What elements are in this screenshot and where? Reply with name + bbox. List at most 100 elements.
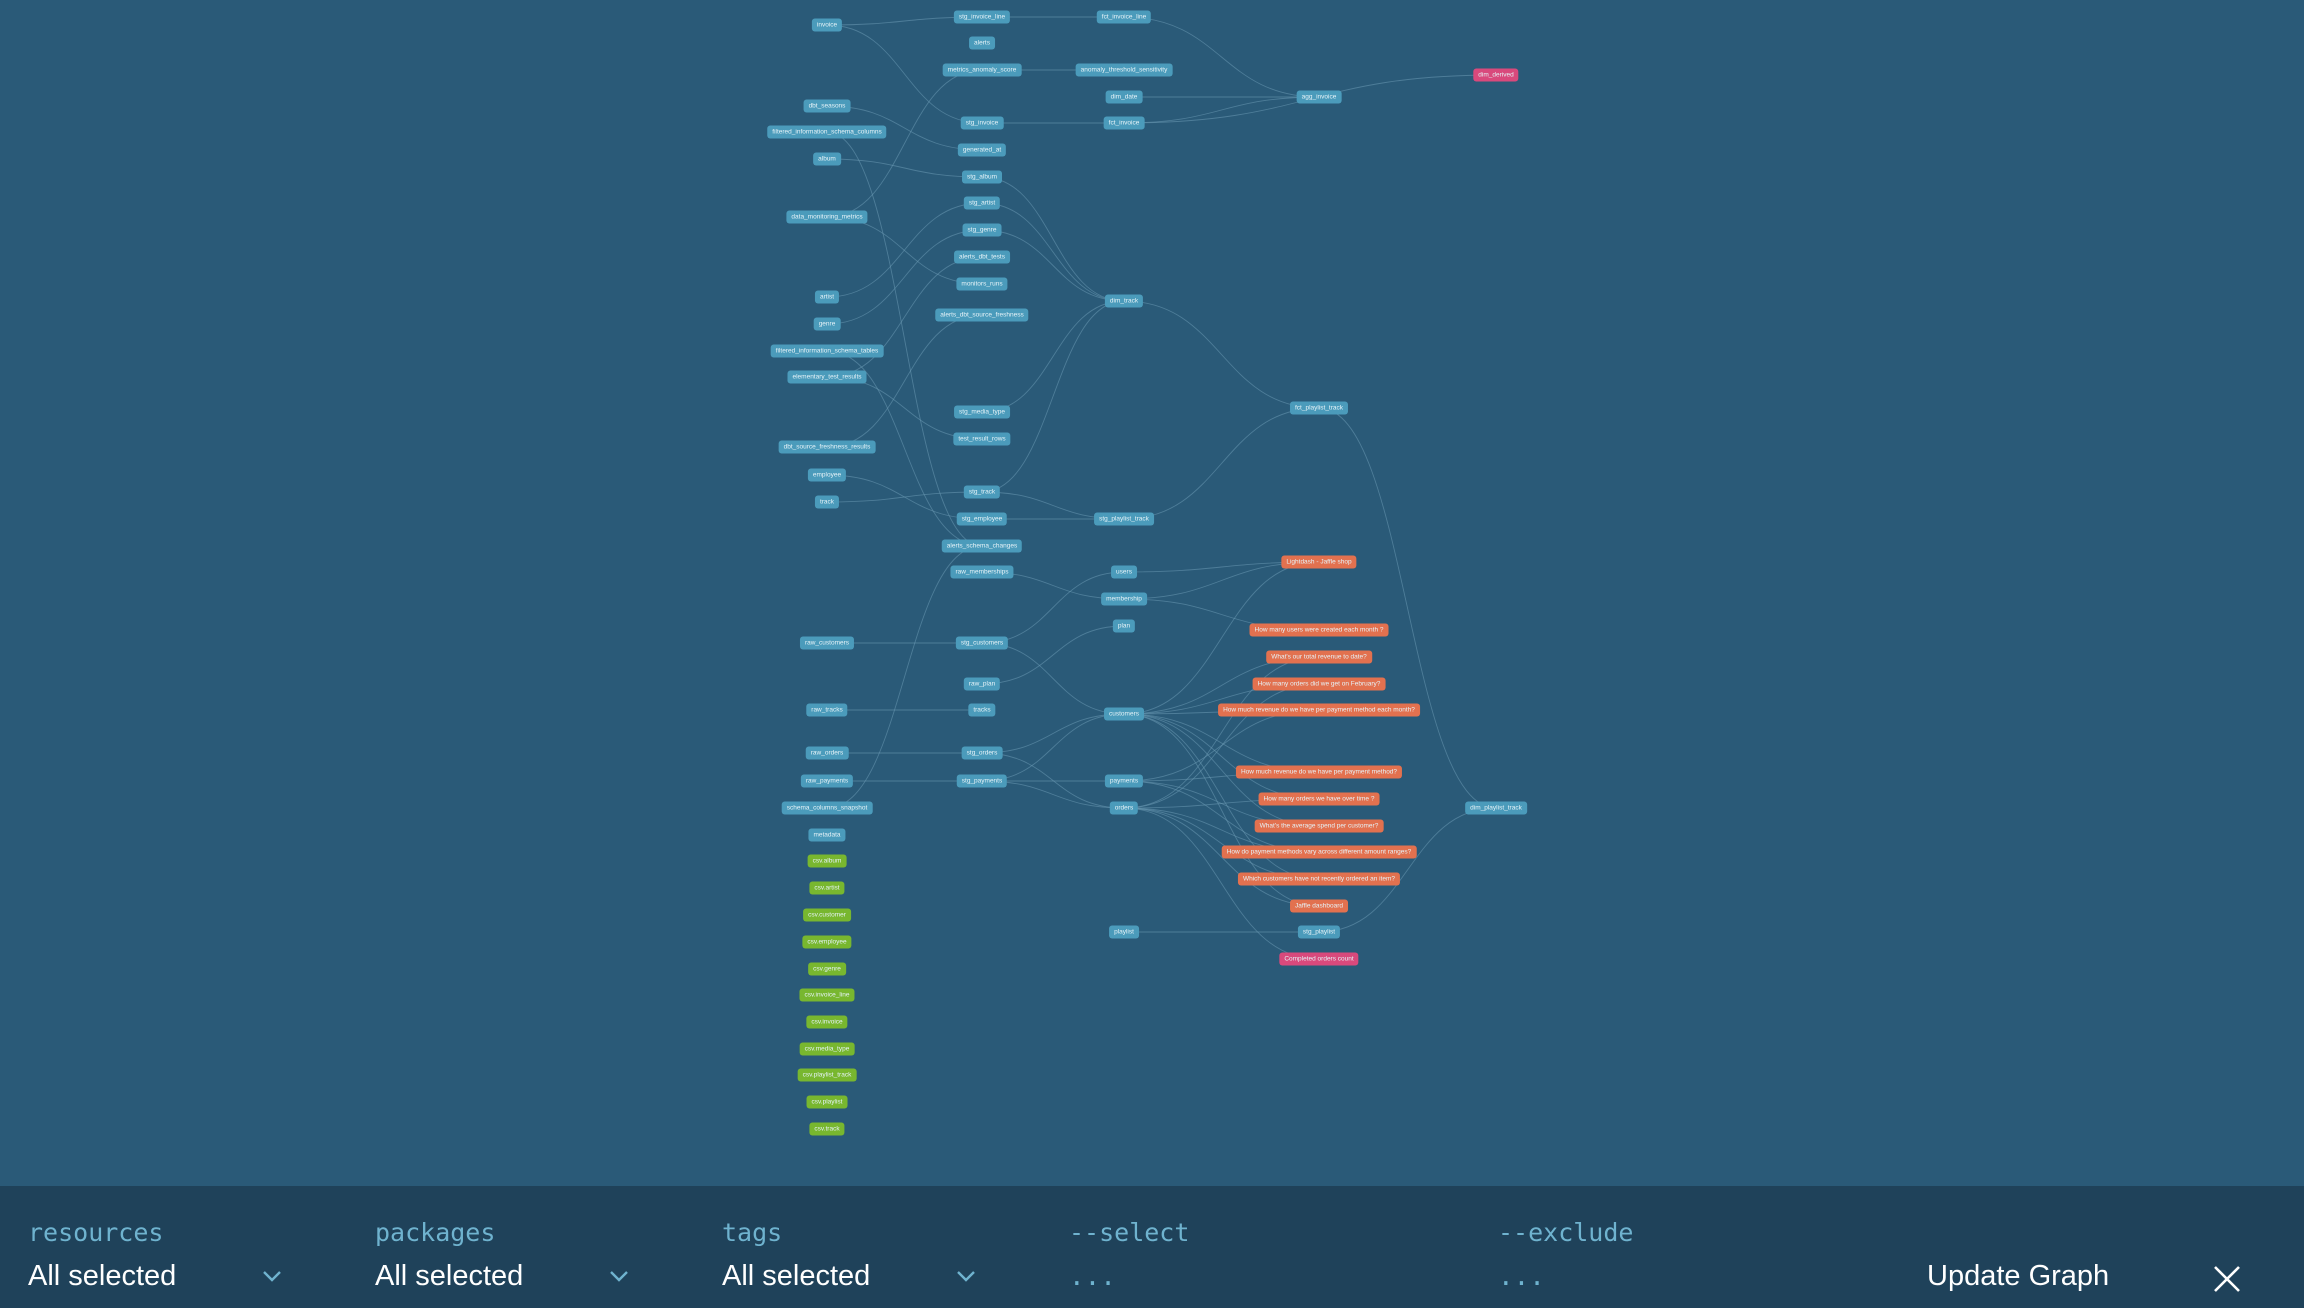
- edge-stg_orders-customers: [981, 713, 1125, 754]
- node-employee[interactable]: employee: [807, 468, 847, 482]
- node-dbt-seasons[interactable]: dbt_seasons: [803, 99, 851, 113]
- chevron-down-icon[interactable]: [607, 1264, 631, 1288]
- node-raw-orders[interactable]: raw_orders: [805, 746, 849, 760]
- node-src-playlist-track[interactable]: csv.playlist_track: [797, 1068, 857, 1082]
- node-schema-columns-snapshot[interactable]: schema_columns_snapshot: [781, 801, 873, 815]
- node-alerts-schema-changes[interactable]: alerts_schema_changes: [941, 539, 1023, 553]
- node-stg-orders[interactable]: stg_orders: [961, 746, 1003, 760]
- node-test-result-rows[interactable]: test_result_rows: [953, 432, 1011, 446]
- node-generated-at[interactable]: generated_at: [957, 143, 1007, 157]
- node-payments[interactable]: payments: [1104, 774, 1144, 788]
- node-dbt-source-freshness-results[interactable]: dbt_source_freshness_results: [778, 440, 876, 454]
- node-playlist[interactable]: playlist: [1109, 925, 1139, 939]
- node-metadata[interactable]: metadata: [808, 828, 846, 842]
- node-artist[interactable]: artist: [814, 290, 840, 304]
- node-src-invoice-line[interactable]: csv.invoice_line: [799, 988, 855, 1002]
- packages-select[interactable]: All selected: [375, 1260, 524, 1292]
- node-fct-invoice[interactable]: fct_invoice: [1103, 116, 1145, 130]
- node-filtered-information-schema-columns[interactable]: filtered_information_schema_columns: [767, 125, 887, 139]
- edge-album-stg_album: [826, 158, 983, 178]
- node-stg-media-type[interactable]: stg_media_type: [954, 405, 1010, 419]
- chevron-down-icon[interactable]: [260, 1264, 284, 1288]
- node-fct-playlist-track[interactable]: fct_playlist_track: [1289, 401, 1349, 415]
- node-genre[interactable]: genre: [813, 317, 841, 331]
- edge-invoice-stg_invoice: [826, 24, 983, 124]
- node-raw-payments[interactable]: raw_payments: [800, 774, 854, 788]
- node-agg-invoice[interactable]: agg_invoice: [1296, 90, 1342, 104]
- node-exp-jaffle[interactable]: Jaffle dashboard: [1290, 899, 1348, 913]
- edge-stg_customers-customers: [981, 642, 1125, 715]
- update-graph-button[interactable]: Update Graph: [1927, 1260, 2110, 1292]
- node-orders[interactable]: orders: [1109, 801, 1139, 815]
- node-met-completed[interactable]: Completed orders count: [1279, 952, 1359, 966]
- node-exp-q9[interactable]: Which customers have not recently ordere…: [1237, 872, 1401, 886]
- node-stg-playlist[interactable]: stg_playlist: [1297, 925, 1341, 939]
- node-alerts-dbt-tests[interactable]: alerts_dbt_tests: [954, 250, 1010, 264]
- node-stg-playlist-track[interactable]: stg_playlist_track: [1094, 512, 1154, 526]
- node-tracks[interactable]: tracks: [968, 703, 996, 717]
- node-dim-playlist-track[interactable]: dim_playlist_track: [1465, 801, 1527, 815]
- node-track[interactable]: track: [814, 495, 840, 509]
- node-filtered-information-schema-tables[interactable]: filtered_information_schema_tables: [770, 344, 884, 358]
- node-stg-payments[interactable]: stg_payments: [956, 774, 1008, 788]
- tags-select[interactable]: All selected: [722, 1260, 871, 1292]
- node-exp-lightdash[interactable]: Lightdash - Jaffle shop: [1281, 555, 1357, 569]
- node-exp-q5[interactable]: How much revenue do we have per payment …: [1235, 765, 1403, 779]
- lineage-graph[interactable]: invoice dbt_seasons filtered_information_s…: [0, 0, 2304, 1186]
- select-input[interactable]: ...: [1069, 1262, 1116, 1292]
- node-src-genre[interactable]: csv.genre: [808, 962, 846, 976]
- edge-fct_invoice_line-agg_invoice: [1123, 16, 1320, 98]
- node-stg-genre[interactable]: stg_genre: [962, 223, 1002, 237]
- node-stg-track[interactable]: stg_track: [963, 485, 1001, 499]
- node-users[interactable]: users: [1111, 565, 1137, 579]
- node-stg-artist[interactable]: stg_artist: [963, 196, 1001, 210]
- node-anomaly-threshold-sensitivity[interactable]: anomaly_threshold_sensitivity: [1075, 63, 1173, 77]
- node-dim-track[interactable]: dim_track: [1104, 294, 1144, 308]
- node-exp-q7[interactable]: What's the average spend per customer?: [1254, 819, 1384, 833]
- node-exp-q2[interactable]: What's our total revenue to date?: [1266, 650, 1372, 664]
- node-src-playlist[interactable]: csv.playlist: [806, 1095, 848, 1109]
- node-src-media-type[interactable]: csv.media_type: [799, 1042, 855, 1056]
- node-stg-invoice[interactable]: stg_invoice: [960, 116, 1004, 130]
- chevron-down-icon[interactable]: [954, 1264, 978, 1288]
- exclude-label: --exclude: [1498, 1218, 1634, 1247]
- node-album[interactable]: album: [813, 152, 841, 166]
- node-src-album[interactable]: csv.album: [807, 854, 847, 868]
- node-exp-q4[interactable]: How much revenue do we have per payment …: [1218, 703, 1420, 717]
- node-stg-invoice-line[interactable]: stg_invoice_line: [953, 10, 1011, 24]
- node-met-dim-derived[interactable]: dim_derived: [1473, 68, 1519, 82]
- node-fct-invoice-line[interactable]: fct_invoice_line: [1096, 10, 1152, 24]
- node-raw-customers[interactable]: raw_customers: [799, 636, 855, 650]
- node-src-invoice[interactable]: csv.invoice: [806, 1015, 848, 1029]
- node-raw-memberships[interactable]: raw_memberships: [950, 565, 1014, 579]
- node-src-artist[interactable]: csv.artist: [809, 881, 845, 895]
- node-customers[interactable]: customers: [1104, 707, 1144, 721]
- node-src-track[interactable]: csv.track: [809, 1122, 845, 1136]
- node-membership[interactable]: membership: [1101, 592, 1147, 606]
- node-exp-q1[interactable]: How many users were created each month ?: [1249, 623, 1389, 637]
- node-invoice[interactable]: invoice: [811, 18, 843, 32]
- node-raw-plan[interactable]: raw_plan: [963, 677, 1001, 691]
- node-raw-tracks[interactable]: raw_tracks: [806, 703, 848, 717]
- node-exp-q3[interactable]: How many orders did we get on February?: [1252, 677, 1386, 691]
- node-alerts-dbt-source-freshness[interactable]: alerts_dbt_source_freshness: [935, 308, 1029, 322]
- node-src-employee[interactable]: csv.employee: [802, 935, 852, 949]
- node-src-customer[interactable]: csv.customer: [803, 908, 851, 922]
- node-dim-date[interactable]: dim_date: [1105, 90, 1143, 104]
- node-stg-album[interactable]: stg_album: [962, 170, 1002, 184]
- node-stg-employee[interactable]: stg_employee: [956, 512, 1008, 526]
- node-plan[interactable]: plan: [1112, 619, 1136, 633]
- node-data-monitoring-metrics[interactable]: data_monitoring_metrics: [786, 210, 868, 224]
- node-monitors-runs[interactable]: monitors_runs: [956, 277, 1008, 291]
- node-elementary-test-results[interactable]: elementary_test_results: [787, 370, 867, 384]
- close-icon[interactable]: [2212, 1264, 2242, 1294]
- node-exp-q6[interactable]: How many orders we have over time ?: [1258, 792, 1380, 806]
- node-exp-q8[interactable]: How do payment methods vary across diffe…: [1221, 845, 1417, 859]
- node-stg-customers[interactable]: stg_customers: [955, 636, 1009, 650]
- edge-schema_columns_snapshot-alerts_schema_changes: [826, 545, 983, 809]
- node-alerts[interactable]: alerts: [969, 36, 995, 50]
- edge-genre-stg_genre: [826, 229, 983, 325]
- resources-select[interactable]: All selected: [28, 1260, 177, 1292]
- exclude-input[interactable]: ...: [1498, 1262, 1545, 1292]
- node-metrics-anomaly-score[interactable]: metrics_anomaly_score: [942, 63, 1022, 77]
